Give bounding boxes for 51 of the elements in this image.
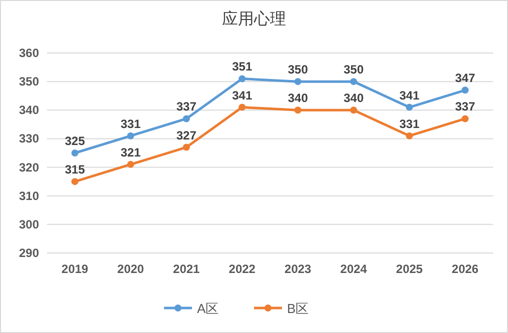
data-label: 350 (288, 62, 308, 77)
point (127, 132, 134, 140)
point (350, 106, 358, 114)
chart-title: 应用心理 (222, 10, 286, 28)
data-label: 325 (64, 134, 86, 148)
legend-label: B区 (287, 301, 309, 316)
data-label: 347 (455, 71, 476, 86)
y-tick-label: 330 (18, 132, 40, 146)
data-label: 340 (344, 91, 364, 106)
point (182, 115, 190, 122)
x-tick-label: 2025 (396, 262, 424, 276)
data-label: 331 (120, 116, 141, 131)
point (182, 144, 190, 151)
y-tick-label: 320 (18, 160, 40, 174)
y-tick-label: 340 (18, 103, 40, 118)
x-tick-label: 2020 (117, 262, 144, 276)
data-label: 327 (176, 128, 197, 142)
data-label: 331 (399, 116, 420, 131)
x-tick-label: 2019 (62, 262, 89, 276)
data-label: 351 (232, 60, 252, 74)
y-tick-label: 350 (18, 74, 40, 89)
y-tick-label: 300 (18, 217, 40, 232)
x-tick-label: 2021 (173, 262, 200, 276)
point (462, 115, 469, 122)
y-tick-label: 290 (18, 246, 40, 260)
data-label: 341 (232, 88, 252, 102)
x-tick-label: 2024 (340, 262, 368, 276)
y-tick-label: 310 (18, 188, 40, 203)
data-label: 350 (344, 62, 364, 77)
point (238, 104, 246, 111)
data-label: 340 (288, 91, 308, 106)
point (127, 160, 134, 168)
x-tick-label: 2022 (228, 262, 256, 276)
point (71, 150, 78, 156)
point (462, 86, 469, 94)
point (350, 78, 358, 86)
x-tick-label: 2026 (452, 262, 479, 276)
legend-label: A区 (197, 301, 219, 316)
data-label: 321 (120, 145, 141, 160)
point (406, 104, 413, 111)
point (406, 132, 413, 140)
point (238, 75, 246, 82)
data-label: 337 (455, 100, 476, 114)
data-label: 341 (399, 88, 420, 102)
data-label: 337 (176, 100, 197, 114)
y-tick-label: 360 (18, 46, 40, 60)
data-label: 315 (64, 162, 86, 177)
x-tick-label: 2023 (284, 262, 312, 276)
point (294, 78, 302, 86)
point (294, 106, 302, 114)
point (71, 178, 78, 186)
